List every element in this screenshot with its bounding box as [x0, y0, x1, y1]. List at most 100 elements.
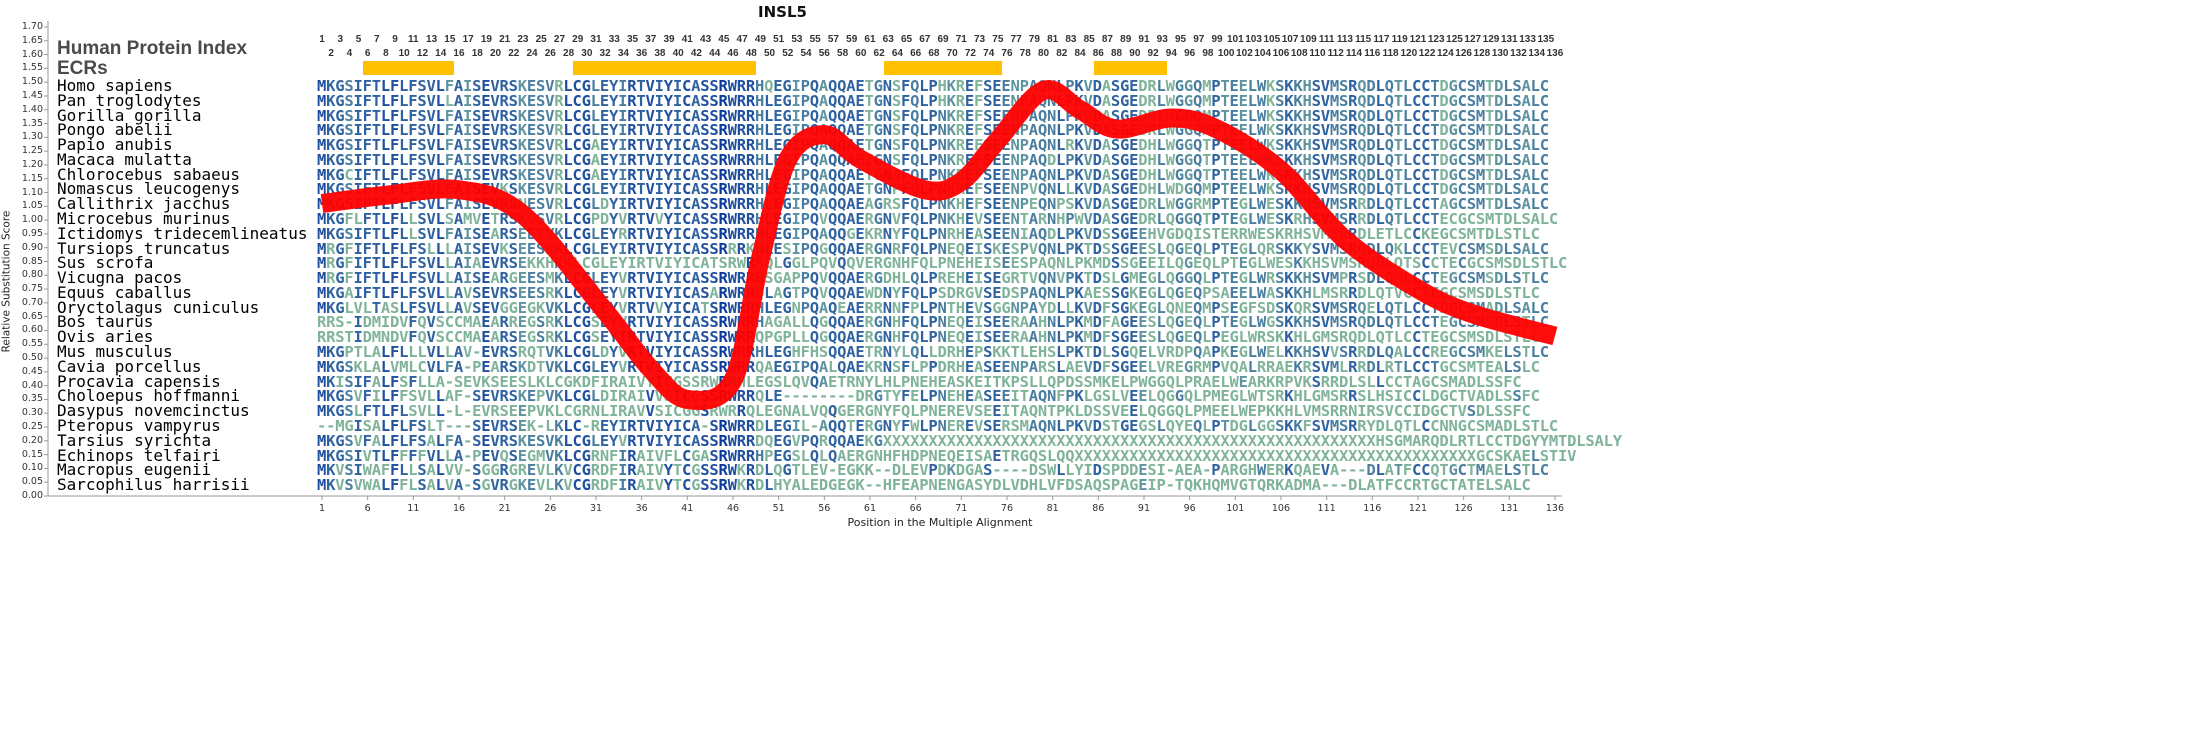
residue: H: [937, 91, 947, 110]
position-number: 102: [1236, 48, 1253, 59]
residue: V: [645, 136, 655, 155]
position-number: 97: [1193, 34, 1205, 45]
residue: K: [517, 431, 528, 450]
residue: N: [1439, 416, 1449, 435]
residue: R: [499, 476, 509, 495]
residue: L: [818, 446, 829, 465]
residue: L: [1521, 224, 1531, 243]
residue: A: [964, 476, 975, 495]
residue: H: [755, 150, 765, 169]
residue: L: [408, 357, 418, 376]
position-number: 136: [1546, 48, 1564, 59]
position-number: 98: [1202, 48, 1214, 59]
position-number: 82: [1056, 48, 1068, 59]
residue: F: [399, 446, 409, 465]
residue: K: [736, 476, 747, 495]
residue: W: [727, 150, 737, 169]
residue: V: [645, 224, 655, 243]
residue: S: [1311, 416, 1321, 435]
residue: A: [910, 476, 920, 495]
residue: R: [718, 77, 728, 95]
residue: W: [727, 461, 737, 480]
residue: S: [1275, 210, 1285, 229]
residue: V: [426, 91, 436, 110]
residue: L: [1247, 210, 1258, 229]
residue: D: [818, 476, 829, 495]
residue: I: [618, 136, 628, 155]
residue: D: [937, 461, 947, 480]
residue: X: [1193, 446, 1203, 465]
residue: V: [654, 476, 664, 495]
residue: Q: [1065, 446, 1075, 465]
residue: A: [846, 283, 856, 302]
residue: D: [1494, 150, 1504, 169]
residue: V: [645, 150, 655, 169]
residue: Q: [1384, 77, 1394, 95]
residue: L: [1357, 476, 1367, 495]
residue: G: [864, 446, 874, 465]
residue: S: [709, 416, 719, 435]
residue: Q: [837, 136, 847, 155]
residue: S: [1512, 461, 1522, 480]
residue: I: [463, 91, 473, 110]
position-number: 74: [983, 48, 995, 59]
residue: D: [1083, 402, 1093, 421]
residue: Q: [910, 343, 920, 362]
residue: E: [964, 91, 975, 110]
residue: L: [1402, 77, 1413, 95]
residue: P: [928, 283, 938, 302]
residue: K: [326, 136, 336, 155]
position-number: 107: [1281, 34, 1299, 45]
residue: L: [408, 476, 418, 495]
residue: V: [490, 343, 500, 362]
position-number: 101: [1226, 34, 1244, 45]
y-tick-label: 1.55: [21, 62, 43, 74]
residue: I: [672, 224, 683, 243]
residue: A: [691, 210, 701, 229]
residue: S: [1101, 461, 1112, 480]
residue: E: [1247, 402, 1258, 421]
residue: V: [618, 283, 628, 302]
residue: K: [1266, 150, 1276, 169]
residue: L: [828, 357, 838, 376]
residue: V: [426, 357, 436, 376]
residue: L: [1247, 357, 1258, 376]
residue: S: [1311, 77, 1321, 95]
sequence-row: MKGFLFTLFLLSVLSAMVETRSKGSVRLCGPDYVRTVVYI…: [317, 210, 1558, 229]
residue: X: [1120, 431, 1130, 450]
residue: R: [718, 283, 728, 302]
residue: D: [1092, 210, 1102, 229]
residue: V: [426, 343, 436, 362]
residue: A: [974, 224, 984, 243]
residue: N: [928, 402, 938, 421]
residue: K: [1293, 150, 1303, 169]
residue: X: [1448, 446, 1458, 465]
residue: Y: [663, 476, 674, 495]
residue: A: [1521, 136, 1531, 155]
residue: V: [563, 476, 573, 495]
species-name: Mus musculus: [57, 342, 173, 362]
residue: E: [526, 283, 537, 302]
residue: R: [1348, 283, 1358, 302]
residue: X: [1320, 431, 1331, 450]
residue: L: [1503, 91, 1513, 110]
residue: C: [572, 91, 582, 110]
residue: V: [818, 461, 829, 480]
residue: E: [599, 91, 610, 110]
residue: G: [873, 77, 883, 95]
residue: E: [481, 91, 491, 110]
residue: L: [563, 446, 573, 465]
residue: E: [526, 150, 537, 169]
residue: L: [1521, 283, 1531, 302]
position-number: 103: [1245, 34, 1262, 45]
residue: Q: [1384, 343, 1394, 362]
residue: S: [1037, 446, 1048, 465]
residue: T: [1430, 150, 1440, 169]
position-number: 94: [1165, 48, 1177, 59]
residue: Q: [828, 91, 838, 110]
position-number: 42: [690, 48, 702, 59]
residue: C: [1530, 224, 1540, 243]
residue: R: [745, 461, 756, 480]
residue: S: [344, 446, 354, 465]
residue: I: [672, 77, 683, 95]
